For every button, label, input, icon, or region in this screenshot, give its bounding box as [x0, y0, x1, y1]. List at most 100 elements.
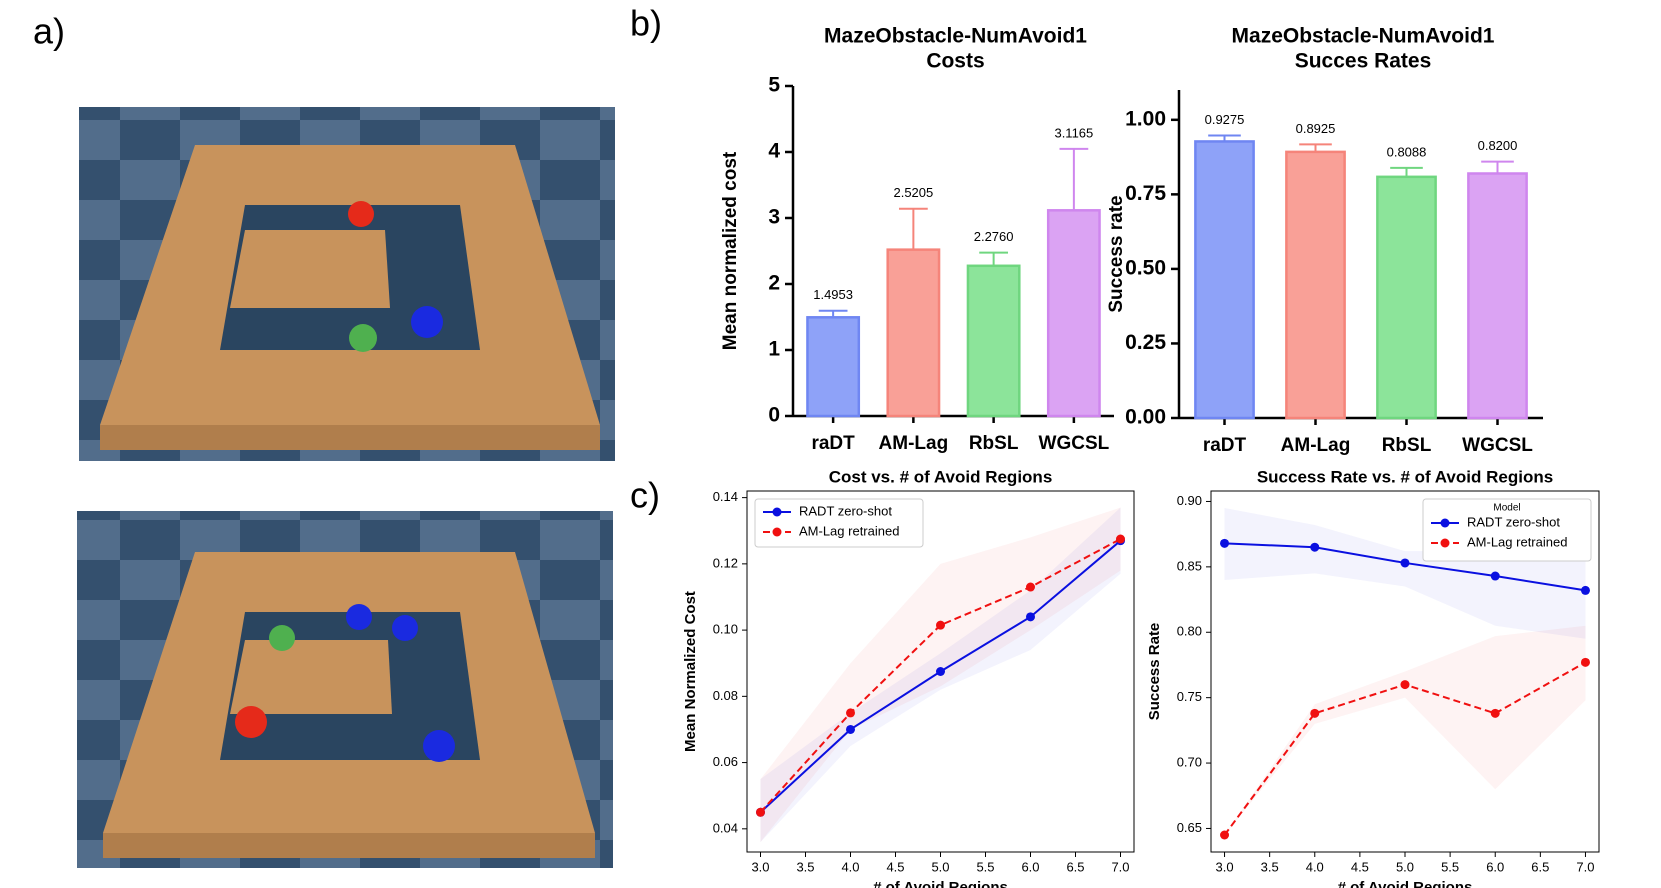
value-label: 1.4953	[813, 287, 853, 302]
y-tick-label: 2	[768, 272, 780, 295]
x-tick-label: 5.0	[1396, 859, 1414, 874]
x-tick-label: 6.0	[1021, 859, 1039, 874]
point	[1580, 585, 1590, 595]
x-tick-label: 3.5	[796, 859, 814, 874]
point	[1400, 558, 1410, 568]
y-tick-label: 0	[768, 404, 780, 427]
y-tick-label: 0.00	[1125, 406, 1166, 429]
y-tick-label: 1	[768, 338, 780, 361]
point	[1580, 657, 1590, 667]
plot-frame	[1210, 490, 1600, 853]
bar	[1194, 140, 1255, 420]
y-tick-label: 0.08	[713, 688, 738, 703]
legend-marker	[1440, 538, 1450, 548]
chart-title: Costs	[926, 50, 984, 73]
point	[846, 708, 855, 718]
y-tick-label: 0.65	[1177, 820, 1202, 835]
x-tick-label: WGCSL	[1039, 433, 1110, 454]
y-axis-label: Success rate	[1106, 195, 1127, 312]
point	[1026, 582, 1035, 592]
chart-title: Success Rate vs. # of Avoid Regions	[1257, 467, 1553, 486]
y-tick-label: 1.00	[1125, 107, 1166, 130]
panel-label: c)	[630, 475, 660, 516]
x-tick-label: 7.0	[1576, 859, 1594, 874]
bar	[806, 316, 861, 418]
value-label: 0.8088	[1387, 144, 1427, 159]
y-tick-label: 0.10	[713, 622, 738, 637]
chart-title: MazeObstacle-NumAvoid1	[824, 25, 1087, 48]
y-tick-label: 0.50	[1125, 256, 1166, 279]
x-tick-label: 6.0	[1486, 859, 1504, 874]
panel-label: b)	[630, 3, 662, 44]
x-tick-label: AM-Lag	[879, 433, 949, 454]
chart-title: MazeObstacle-NumAvoid1	[1232, 25, 1495, 48]
x-tick-label: RbSL	[969, 433, 1019, 454]
x-tick-label: raDT	[1203, 435, 1247, 456]
x-axis-label: # of Avoid Regions	[873, 879, 1008, 888]
point	[1220, 538, 1230, 548]
point	[1310, 708, 1320, 718]
x-tick-label: 6.5	[1531, 859, 1549, 874]
y-tick-label: 0.04	[713, 820, 738, 835]
x-tick-label: 3.0	[1215, 859, 1233, 874]
y-tick-label: 5	[768, 74, 780, 97]
point	[1490, 571, 1500, 581]
value-label: 0.8925	[1296, 121, 1336, 136]
bar	[886, 248, 941, 418]
maze-render	[79, 107, 615, 461]
y-tick-label: 0.80	[1177, 624, 1202, 639]
x-tick-label: 6.5	[1066, 859, 1084, 874]
x-tick-label: 5.0	[931, 859, 949, 874]
value-label: 0.8200	[1478, 138, 1518, 153]
legend-marker	[1440, 518, 1450, 528]
plot-frame	[746, 490, 1135, 853]
panel-label: a)	[33, 11, 65, 52]
point	[1400, 680, 1410, 690]
chart-title: Succes Rates	[1295, 50, 1432, 73]
legend-label: AM-Lag retrained	[799, 523, 899, 538]
x-tick-label: 4.0	[1306, 859, 1324, 874]
y-tick-label: 0.75	[1125, 182, 1166, 205]
x-tick-label: 5.5	[976, 859, 994, 874]
y-tick-label: 0.70	[1177, 754, 1202, 769]
point	[936, 667, 945, 676]
x-tick-label: 7.0	[1111, 859, 1129, 874]
y-tick-label: 3	[768, 206, 780, 229]
x-tick-label: RbSL	[1382, 435, 1432, 456]
y-axis-label: Mean Normalized Cost	[682, 591, 699, 752]
value-label: 3.1165	[1054, 125, 1093, 140]
legend-marker	[772, 527, 782, 537]
point	[1490, 708, 1500, 718]
point	[1026, 612, 1035, 622]
x-axis-label: # of Avoid Regions	[1338, 879, 1473, 888]
x-tick-label: 4.5	[1351, 859, 1369, 874]
confidence-band	[1224, 625, 1586, 835]
point	[846, 724, 855, 734]
y-tick-label: 0.06	[713, 754, 738, 769]
x-tick-label: 4.0	[841, 859, 859, 874]
legend-label: RADT zero-shot	[799, 503, 892, 518]
point	[756, 807, 765, 817]
x-tick-label: AM-Lag	[1281, 435, 1351, 456]
value-label: 0.9275	[1205, 112, 1245, 127]
legend-box	[754, 498, 924, 548]
chart-title: Cost vs. # of Avoid Regions	[829, 467, 1053, 486]
y-tick-label: 0.12	[713, 555, 738, 570]
value-label: 2.2760	[974, 229, 1014, 244]
legend-marker	[772, 507, 782, 517]
x-tick-label: 5.5	[1441, 859, 1459, 874]
x-tick-label: WGCSL	[1462, 435, 1533, 456]
legend-label: AM-Lag retrained	[1467, 534, 1567, 549]
y-tick-label: 0.25	[1125, 331, 1166, 354]
point	[1220, 830, 1230, 840]
confidence-band	[1224, 508, 1586, 639]
bar	[1285, 150, 1346, 420]
legend-title: Model	[1493, 503, 1520, 514]
x-tick-label: 3.5	[1261, 859, 1279, 874]
x-tick-label: 4.5	[886, 859, 904, 874]
legend-box	[1422, 498, 1592, 562]
x-tick-label: raDT	[811, 433, 855, 454]
y-tick-label: 0.90	[1177, 493, 1202, 508]
y-tick-label: 4	[768, 140, 780, 163]
